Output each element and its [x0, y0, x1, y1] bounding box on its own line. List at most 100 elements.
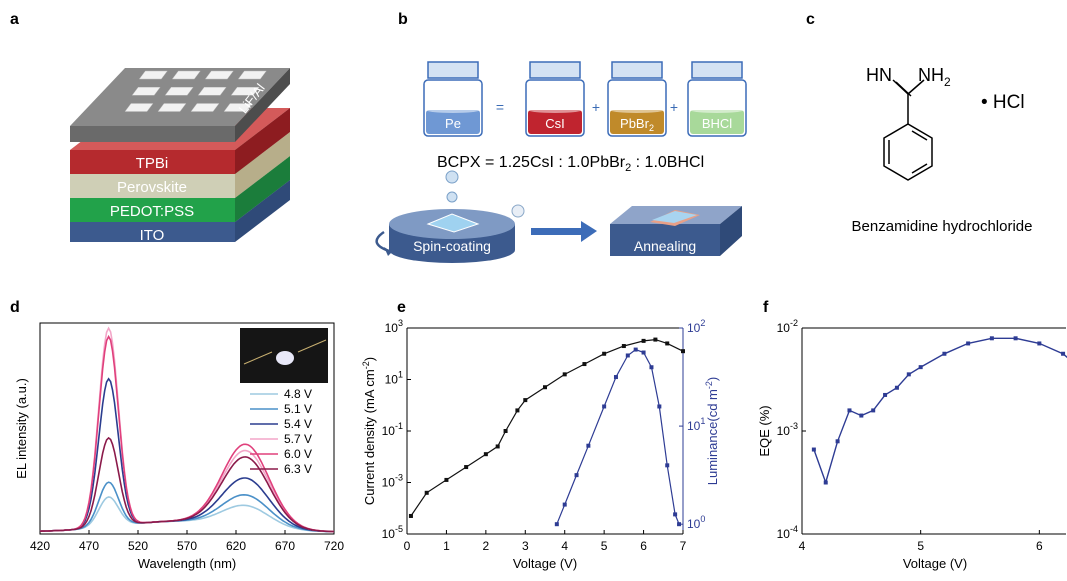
vial-label: CsI [545, 116, 565, 131]
data-point [681, 349, 685, 354]
y-tick-label: 10-2 [777, 318, 798, 335]
hotplate: Annealing [610, 206, 742, 256]
device-photo-wire [297, 339, 327, 353]
panel-label-d: d [10, 299, 20, 316]
electrode-pad [237, 70, 267, 80]
x-axis-title: Wavelength (nm) [138, 556, 237, 571]
y2-axis-title: Luminance(cd m-2) [704, 377, 720, 485]
data-point [641, 350, 646, 355]
droplets [445, 170, 525, 218]
plus-sign-2: + [670, 99, 678, 115]
data-point [665, 341, 670, 346]
data-point [1037, 341, 1042, 346]
ito-layer [70, 222, 235, 242]
plus-sign-1: + [592, 99, 600, 115]
series-line-63V [39, 436, 334, 533]
data-point [657, 404, 662, 409]
data-point [1061, 351, 1066, 356]
data-point [649, 365, 654, 370]
vial-label: PbBr2 [620, 116, 654, 133]
ito-side [235, 180, 290, 242]
x-tick-label: 6 [640, 539, 647, 553]
nh2-label: NH2 [918, 65, 951, 89]
x-tick-label: 6 [1036, 539, 1043, 553]
y2-tick-label: 101 [687, 416, 705, 433]
x-tick-label: 720 [324, 539, 344, 553]
vial-meniscus [690, 107, 744, 113]
panel-label-b: b [398, 11, 408, 28]
data-point [495, 444, 500, 449]
electrode-pad [230, 87, 260, 96]
layer-label-ito: ITO [140, 227, 165, 244]
vial-cap [427, 61, 479, 79]
data-point [625, 353, 630, 358]
data-point [859, 413, 864, 418]
x-axis-title: Voltage (V) [513, 556, 577, 571]
data-point [966, 341, 971, 346]
y-tick-label: 10-3 [382, 473, 403, 490]
tpbi-side [235, 108, 290, 174]
y-tick-label: 10-4 [777, 524, 798, 541]
equals-sign: = [496, 99, 504, 115]
data-point [408, 513, 413, 518]
x-tick-label: 5 [917, 539, 924, 553]
x-tick-label: 3 [522, 539, 529, 553]
data-point [543, 385, 547, 390]
vial-cap [611, 61, 663, 79]
x-tick-label: 5 [601, 539, 608, 553]
data-point [942, 351, 947, 356]
y2-tick-label: 102 [687, 318, 705, 335]
data-point [444, 477, 449, 482]
lifal-layer [70, 126, 235, 142]
y-axis-title: Current density (mA cm-2) [361, 357, 377, 505]
electrode-pad [204, 70, 234, 80]
data-point [621, 344, 626, 349]
panel-label-e: e [397, 299, 406, 316]
vial-label: Pe [445, 116, 461, 131]
perovskite-layer [70, 174, 235, 198]
device-photo-wire [243, 351, 273, 365]
hn-label: HN [866, 65, 892, 85]
vial-cap [529, 61, 581, 79]
compound-name: Benzamidine hydrochloride [852, 218, 1033, 235]
y-tick-label: 10-1 [382, 421, 403, 438]
data-point [894, 385, 899, 390]
perovskite-side [235, 132, 290, 198]
data-point [515, 408, 520, 413]
electrode-pad [197, 87, 227, 96]
electrode-pad [171, 70, 201, 80]
pedot-side [235, 156, 290, 222]
data-point [918, 365, 923, 370]
vial-cap [691, 61, 743, 79]
series-line-54V [39, 377, 334, 533]
benzamidine-structure [883, 79, 933, 181]
data-point [641, 338, 646, 343]
data-point [989, 336, 994, 341]
y2-tick-label: 100 [687, 514, 705, 531]
data-point [613, 375, 618, 380]
layer-label-perovskite: Perovskite [117, 179, 187, 196]
pedot-layer [70, 198, 235, 222]
data-point [562, 502, 567, 507]
device-photo-glow [276, 351, 294, 365]
data-point [811, 447, 816, 452]
data-point [503, 429, 508, 433]
electrode-pad [131, 87, 161, 96]
legend-label: 5.4 V [284, 417, 312, 431]
electrode-pads [124, 70, 267, 112]
y-axis-title: EL intensity (a.u.) [14, 378, 29, 479]
electrode-pad [138, 70, 168, 80]
x-axis-title: Voltage (V) [903, 556, 967, 571]
panel-label-a: a [10, 11, 19, 28]
x-tick-label: 520 [128, 539, 148, 553]
hcl-label: • HCl [981, 92, 1025, 113]
spin-coating-label: Spin-coating [413, 238, 491, 254]
data-point [823, 480, 828, 485]
electrode-pad [124, 103, 154, 112]
vial-solution [690, 110, 744, 134]
legend-label: 4.8 V [284, 387, 312, 401]
spin-coater: Spin-coating [375, 209, 515, 263]
process-arrow [531, 221, 597, 242]
data-point [562, 372, 567, 377]
x-tick-label: 7 [680, 539, 687, 553]
